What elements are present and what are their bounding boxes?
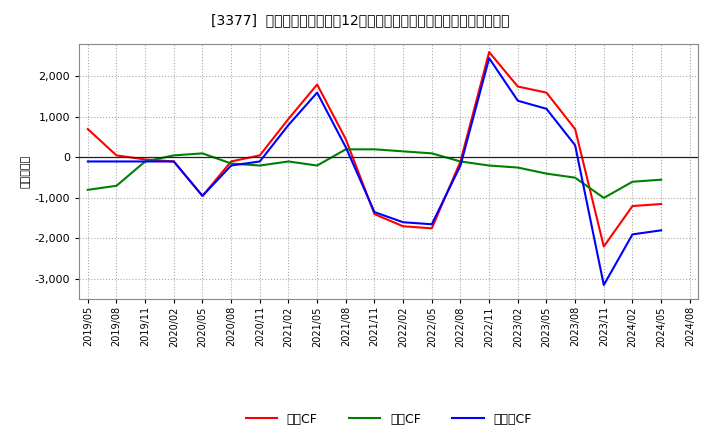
フリーCF xyxy=(227,163,235,168)
営業CF xyxy=(628,203,636,209)
Line: フリーCF: フリーCF xyxy=(88,58,661,285)
フリーCF xyxy=(513,98,522,103)
営業CF xyxy=(256,153,264,158)
Line: 投資CF: 投資CF xyxy=(88,149,661,198)
投資CF xyxy=(399,149,408,154)
営業CF xyxy=(312,82,321,87)
投資CF xyxy=(169,153,178,158)
営業CF xyxy=(284,116,293,121)
営業CF xyxy=(456,159,465,164)
投資CF xyxy=(284,159,293,164)
営業CF xyxy=(341,136,350,142)
フリーCF xyxy=(198,193,207,198)
営業CF xyxy=(571,126,580,132)
投資CF xyxy=(657,177,665,182)
投資CF xyxy=(312,163,321,168)
フリーCF xyxy=(284,122,293,128)
投資CF xyxy=(112,183,121,188)
営業CF xyxy=(485,49,493,55)
投資CF xyxy=(571,175,580,180)
フリーCF xyxy=(571,143,580,148)
営業CF xyxy=(141,157,150,162)
営業CF xyxy=(657,202,665,207)
投資CF xyxy=(428,151,436,156)
フリーCF xyxy=(169,159,178,164)
投資CF xyxy=(513,165,522,170)
フリーCF xyxy=(485,55,493,61)
フリーCF xyxy=(312,90,321,95)
フリーCF xyxy=(341,145,350,150)
営業CF xyxy=(227,159,235,164)
投資CF xyxy=(485,163,493,168)
営業CF xyxy=(600,244,608,249)
営業CF xyxy=(198,193,207,198)
フリーCF xyxy=(370,209,379,215)
営業CF xyxy=(513,84,522,89)
フリーCF xyxy=(141,159,150,164)
投資CF xyxy=(600,195,608,201)
投資CF xyxy=(141,159,150,164)
Y-axis label: （百万円）: （百万円） xyxy=(20,155,30,188)
投資CF xyxy=(84,187,92,192)
営業CF xyxy=(399,224,408,229)
Legend: 営業CF, 投資CF, フリーCF: 営業CF, 投資CF, フリーCF xyxy=(246,413,532,425)
フリーCF xyxy=(628,232,636,237)
投資CF xyxy=(256,163,264,168)
フリーCF xyxy=(456,163,465,168)
営業CF xyxy=(84,126,92,132)
営業CF xyxy=(428,226,436,231)
投資CF xyxy=(370,147,379,152)
投資CF xyxy=(227,161,235,166)
営業CF xyxy=(370,212,379,217)
投資CF xyxy=(198,151,207,156)
フリーCF xyxy=(84,159,92,164)
投資CF xyxy=(456,159,465,164)
投資CF xyxy=(341,147,350,152)
営業CF xyxy=(112,153,121,158)
Line: 営業CF: 営業CF xyxy=(88,52,661,246)
Text: [3377]  キャッシュフローの12か月移動合計の対前年同期増減額の推移: [3377] キャッシュフローの12か月移動合計の対前年同期増減額の推移 xyxy=(211,13,509,27)
フリーCF xyxy=(428,222,436,227)
フリーCF xyxy=(112,159,121,164)
フリーCF xyxy=(256,159,264,164)
フリーCF xyxy=(542,106,551,111)
営業CF xyxy=(542,90,551,95)
営業CF xyxy=(169,159,178,164)
フリーCF xyxy=(399,220,408,225)
フリーCF xyxy=(657,227,665,233)
投資CF xyxy=(542,171,551,176)
投資CF xyxy=(628,179,636,184)
フリーCF xyxy=(600,282,608,288)
